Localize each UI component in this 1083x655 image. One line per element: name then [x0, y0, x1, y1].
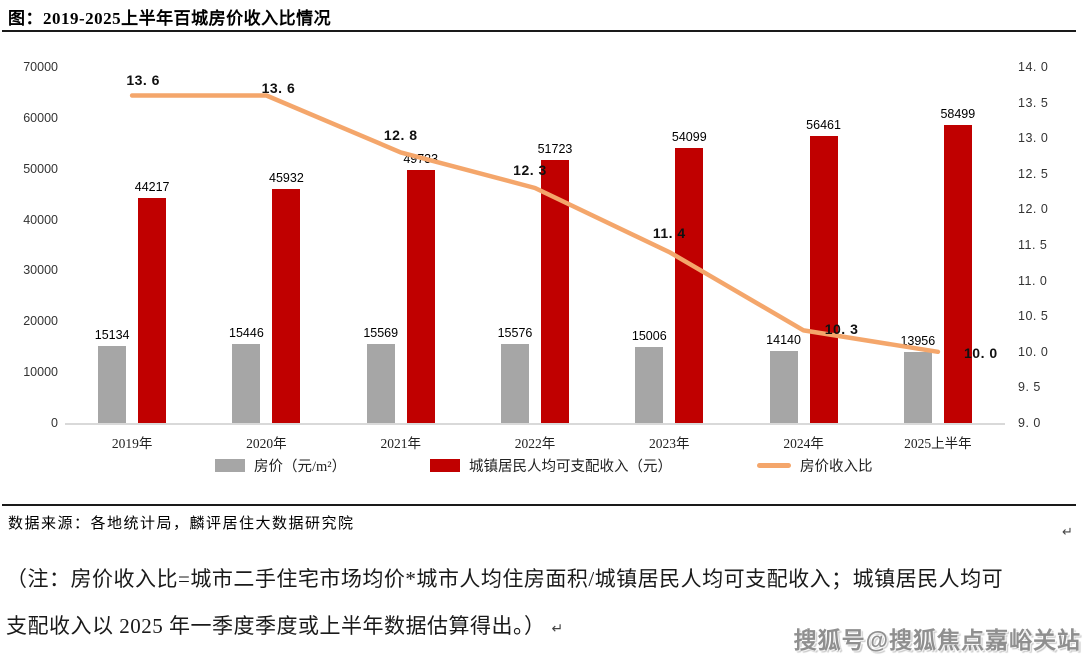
chart-canvas: 房价（元/m²） 城镇居民人均可支配收入（元） 房价收入比 0 10000 2000… [0, 31, 1083, 503]
right-axis-tick: 12. 5 [1018, 166, 1049, 181]
left-axis-tick: 30000 [23, 263, 58, 278]
x-axis-label: 2025上半年 [904, 436, 972, 451]
ratio-value-label: 13. 6 [126, 72, 160, 89]
left-axis-tick: 20000 [23, 314, 58, 329]
bar-value-label: 15446 [229, 326, 264, 341]
legend-label-price: 房价（元/m²） [254, 458, 347, 475]
top-divider [2, 30, 1076, 32]
left-axis-tick: 70000 [23, 60, 58, 74]
right-axis-tick: 13. 5 [1018, 95, 1049, 110]
bar-value-label: 15576 [497, 325, 533, 340]
bar-value-label: 44217 [134, 180, 170, 195]
income-bar [675, 147, 704, 423]
income-bar [943, 125, 972, 423]
price-bar [98, 346, 127, 423]
bar-value-label: 13956 [900, 334, 936, 349]
right-axis-tick: 11. 5 [1018, 238, 1048, 252]
note-line-1: （注：房价收入比=城市二手住宅市场均价*城市人均住房面积/城镇居民人均可支配收入… [6, 567, 1004, 591]
left-axis-tick: 50000 [23, 161, 58, 176]
ratio-line-layer [129, 93, 941, 355]
bar-value-label: 15134 [94, 328, 130, 343]
income-bar-swatch [430, 458, 460, 472]
x-axis-label: 2019年 [111, 436, 153, 451]
watermark: 搜狐号@搜狐焦点嘉峪关站 [793, 627, 1081, 653]
ratio-value-label: 12. 3 [513, 162, 547, 179]
right-axis-tick: 11. 0 [1018, 273, 1048, 288]
paragraph-mark-icon: ↵ [1062, 524, 1073, 539]
right-axis-tick: 12. 0 [1018, 202, 1049, 217]
x-axis-label: 2020年 [246, 436, 287, 451]
price-bar [635, 346, 664, 423]
price-bar [366, 343, 395, 423]
right-axis-tick: 9. 5 [1018, 380, 1041, 395]
x-axis-label: 2021年 [380, 436, 421, 451]
ratio-line [129, 93, 941, 355]
paragraph-mark-icon: ↵ [551, 622, 564, 637]
right-axis-tick: 14. 0 [1018, 60, 1049, 74]
legend-label-ratio: 房价收入比 [800, 458, 873, 475]
data-source: 数据来源：各地统计局，麟评居住大数据研究院 [8, 516, 355, 532]
bar-value-label: 15569 [363, 325, 399, 340]
left-axis-tick: 10000 [23, 365, 58, 380]
ratio-value-label: 10. 0 [964, 344, 998, 361]
note-line-2: 支配收入以 2025 年一季度季度或上半年数据估算得出。） [6, 614, 546, 638]
right-axis-tick: 13. 0 [1018, 131, 1049, 146]
income-bar [406, 170, 435, 423]
right-axis-tick: 10. 0 [1018, 344, 1049, 359]
income-bar [138, 198, 167, 423]
price-bar [769, 351, 798, 423]
right-axis-tick: 10. 5 [1018, 309, 1049, 324]
x-axis-label: 2023年 [649, 436, 690, 451]
bar-value-label: 51723 [537, 141, 573, 156]
price-bar [501, 343, 529, 423]
ratio-value-label: 11. 4 [652, 225, 686, 242]
x-axis-label: 2022年 [514, 436, 556, 451]
income-bar [272, 189, 301, 423]
ratio-line-swatch [757, 462, 791, 468]
legend-label-income: 城镇居民人均可支配收入（元） [469, 458, 672, 475]
price-bar [232, 344, 261, 423]
right-axis-tick: 9. 0 [1018, 416, 1041, 430]
x-axis-label: 2024年 [783, 436, 824, 451]
note-line-2-wrap: 支配收入以 2025 年一季度季度或上半年数据估算得出。） ↵ [6, 610, 1080, 640]
ratio-value-label: 10. 3 [824, 321, 859, 338]
left-axis-tick: 0 [51, 416, 58, 430]
note-text: （注：房价收入比=城市二手住宅市场均价*城市人均住房面积/城镇居民人均可支配收入… [6, 563, 1080, 655]
figure-title: 图：2019-2025上半年百城房价收入比情况 [8, 9, 332, 28]
income-bar [809, 135, 838, 423]
x-axis-baseline [65, 423, 1005, 425]
price-bar [903, 352, 932, 423]
ratio-value-label: 12. 8 [383, 127, 418, 144]
bar-value-label: 54099 [671, 129, 707, 144]
bar-value-label: 14140 [766, 333, 801, 348]
ratio-value-label: 13. 6 [261, 80, 296, 97]
legend-item-income: 城镇居民人均可支配收入（元） [430, 455, 672, 475]
price-bar-swatch [215, 458, 245, 472]
bar-value-label: 58499 [940, 107, 976, 122]
legend-item-ratio: 房价收入比 [757, 455, 873, 475]
bar-value-label: 56461 [806, 117, 841, 132]
left-axis-tick: 40000 [23, 212, 58, 227]
left-axis-tick: 60000 [23, 110, 58, 125]
bottom-divider [2, 504, 1076, 506]
legend-item-price: 房价（元/m²） [215, 455, 346, 475]
bar-value-label: 45932 [269, 171, 304, 186]
bar-value-label: 15006 [631, 328, 667, 343]
